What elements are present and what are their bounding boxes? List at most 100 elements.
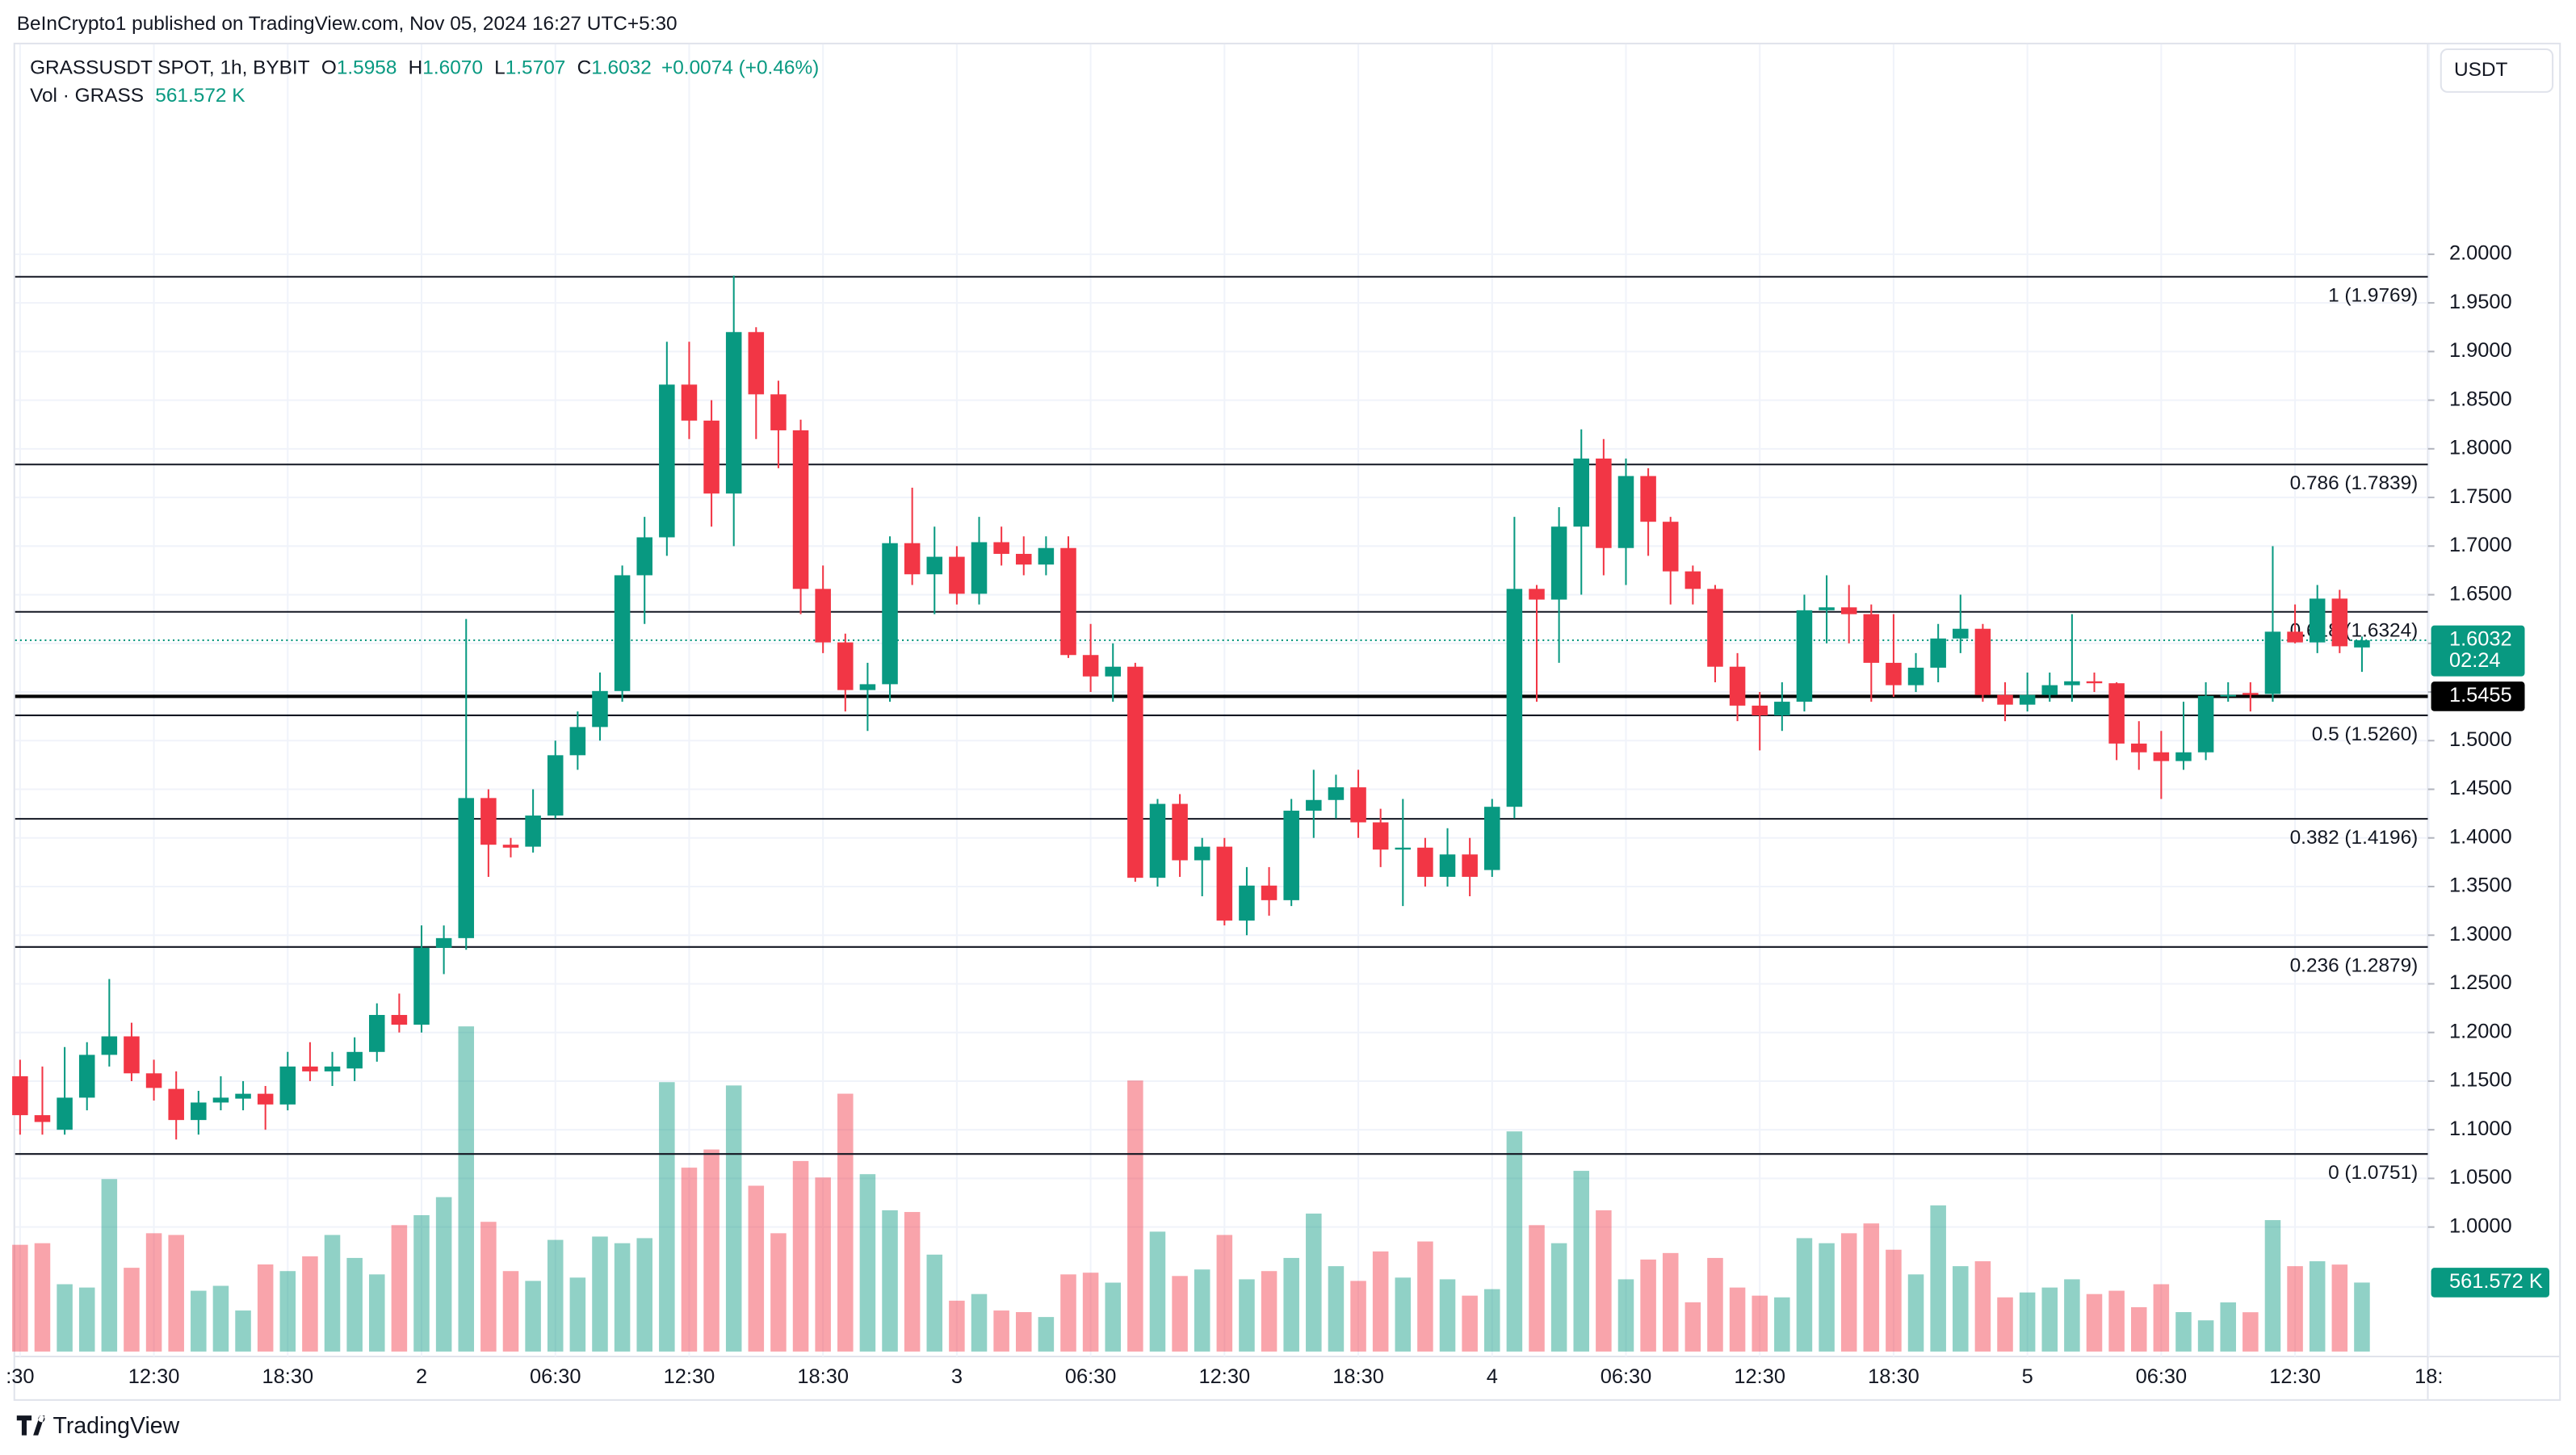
volume-legend-value: 561.572 K — [155, 85, 245, 107]
candle-body — [525, 816, 541, 847]
candle-body — [302, 1066, 318, 1071]
legend-line: GRASSUSDT SPOT, 1h, BYBIT O1.5958 H1.6070 L… — [30, 57, 819, 79]
candle-body — [369, 1015, 385, 1052]
volume-bar — [1462, 1295, 1478, 1352]
volume-bar — [346, 1257, 363, 1352]
volume-bar — [2354, 1282, 2370, 1352]
volume-bar — [1752, 1295, 1768, 1352]
x-tick-label: 12:30 — [128, 1365, 180, 1388]
volume-bar — [2108, 1290, 2125, 1352]
y-tick-label: 1.8500 — [2449, 388, 2512, 410]
volume-bar — [1261, 1271, 1278, 1352]
candle-body — [569, 727, 586, 756]
y-tick-label: 1.2000 — [2449, 1020, 2512, 1042]
hline-badge — [2431, 681, 2525, 711]
candle-body — [324, 1066, 341, 1071]
volume-bar — [1194, 1269, 1210, 1352]
volume-bar — [413, 1214, 430, 1352]
candle-body — [859, 684, 876, 690]
legend-item-value: 1.5958 — [337, 57, 397, 79]
y-tick-label: 1.8000 — [2449, 437, 2512, 459]
candle-body — [1194, 846, 1210, 861]
candle-body — [413, 947, 430, 1025]
candle-body — [1953, 628, 1969, 639]
currency: USDT — [2454, 59, 2507, 81]
y-tick-label: 1.2500 — [2449, 971, 2512, 994]
candle-body — [1350, 787, 1366, 823]
candle-body — [926, 556, 943, 575]
volume-bar — [1707, 1257, 1723, 1352]
volume-bar — [703, 1149, 720, 1352]
candle-body — [2064, 681, 2080, 686]
volume-bar — [2019, 1292, 2036, 1352]
volume-bar — [2197, 1320, 2214, 1352]
volume-bar — [1840, 1233, 1857, 1352]
volume-bar — [1038, 1317, 1055, 1352]
candle-body — [1306, 799, 1322, 811]
volume-bar — [480, 1222, 497, 1352]
candle-body — [882, 543, 898, 685]
volume-bar — [78, 1287, 95, 1352]
volume-bar — [1640, 1259, 1656, 1352]
volume-bar — [101, 1179, 118, 1352]
volume-bar — [324, 1235, 341, 1352]
candle-body — [1149, 803, 1166, 878]
candle-body — [458, 798, 475, 938]
candle-body — [212, 1097, 229, 1103]
candle-body — [1261, 885, 1278, 900]
volume-bar — [2086, 1294, 2103, 1352]
volume-bar — [34, 1243, 51, 1352]
y-tick-label: 1.7500 — [2449, 485, 2512, 508]
volume-bar — [124, 1268, 140, 1352]
volume-bar — [302, 1256, 318, 1352]
volume-bar — [1819, 1243, 1835, 1352]
volume-bar — [458, 1026, 475, 1352]
candle-body — [78, 1055, 95, 1098]
candle-body — [1484, 807, 1500, 870]
volume-bar — [1796, 1238, 1813, 1352]
fib-label: 0.236 (1.2879) — [2290, 955, 2419, 977]
candle-body — [770, 394, 787, 430]
volume-bar — [57, 1284, 73, 1352]
volume-bar — [1082, 1273, 1099, 1352]
x-tick-label: :30 — [6, 1365, 34, 1388]
volume-bar — [1395, 1277, 1412, 1352]
candle-body — [1529, 589, 1545, 600]
x-tick-label: 12:30 — [2269, 1365, 2321, 1388]
brand: TradingView — [16, 1413, 180, 1439]
volume-bar — [1529, 1225, 1545, 1352]
candle-body — [168, 1088, 184, 1121]
candle-body — [2220, 694, 2236, 697]
candle-body — [435, 937, 452, 948]
volume-bar — [1372, 1251, 1389, 1352]
candle-body — [191, 1102, 207, 1121]
currency-box[interactable] — [2440, 48, 2554, 93]
candle-body — [636, 537, 652, 576]
volume-bar — [2041, 1287, 2058, 1352]
candle-body — [502, 845, 519, 848]
volume-bar — [837, 1093, 854, 1352]
candle-body — [1015, 553, 1032, 565]
volume-bar — [2242, 1312, 2259, 1352]
volume-bar — [1328, 1266, 1345, 1352]
candle-body — [257, 1093, 274, 1105]
volume-bar — [2064, 1279, 2080, 1352]
candle-body — [1417, 847, 1433, 877]
y-tick-label: 1.1000 — [2449, 1117, 2512, 1140]
volume-bar — [1350, 1281, 1366, 1352]
candle-body — [2019, 694, 2036, 705]
legend-item-label: C — [577, 57, 592, 79]
candle-body — [235, 1093, 251, 1099]
legend-item-value: 1.5707 — [506, 57, 566, 79]
candle-body — [1886, 662, 1902, 686]
volume-bar — [1506, 1131, 1523, 1352]
volume-bar — [1127, 1080, 1143, 1352]
candle-body — [1640, 476, 1656, 522]
y-tick-label: 1.3000 — [2449, 923, 2512, 946]
x-tick-label: 06:30 — [1601, 1365, 1652, 1388]
candle-body — [703, 420, 720, 494]
legend-item-label: O — [321, 57, 337, 79]
volume-bar — [1774, 1297, 1790, 1352]
volume-bar — [1863, 1223, 1880, 1352]
legend-item-value: 1.6032 — [591, 57, 652, 79]
